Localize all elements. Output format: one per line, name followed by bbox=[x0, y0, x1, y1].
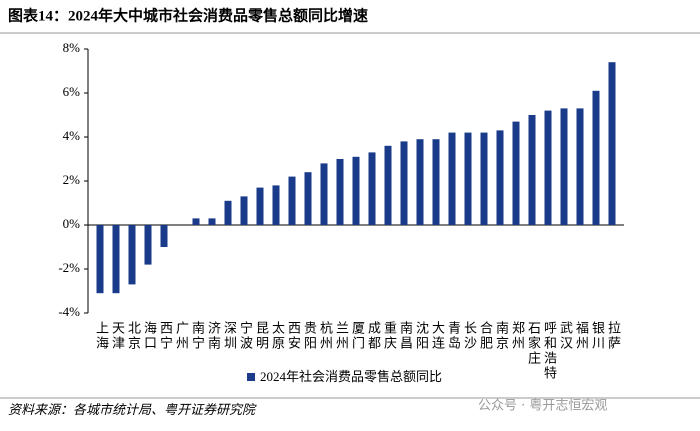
y-tick-label: -2% bbox=[58, 260, 80, 275]
bar bbox=[288, 176, 296, 225]
bar bbox=[304, 172, 312, 225]
y-tick-label: 4% bbox=[63, 128, 81, 143]
bar bbox=[272, 185, 280, 225]
x-tick-label: 昆明 bbox=[254, 321, 269, 351]
x-tick-label: 深圳 bbox=[222, 321, 237, 351]
bar bbox=[160, 225, 168, 247]
bar bbox=[560, 108, 568, 225]
x-tick-label: 石家庄 bbox=[526, 321, 541, 366]
chart-title: 图表14：2024年大中城市社会消费品零售总额同比增速 bbox=[8, 6, 368, 24]
bar bbox=[528, 115, 536, 225]
x-tick-label: 杭州 bbox=[318, 321, 333, 351]
x-tick-label: 西安 bbox=[286, 321, 301, 351]
bar bbox=[400, 141, 408, 225]
bar bbox=[464, 132, 472, 225]
bar bbox=[592, 90, 600, 225]
bar bbox=[240, 196, 248, 225]
bar bbox=[512, 121, 520, 225]
bar bbox=[144, 225, 152, 265]
bar bbox=[448, 132, 456, 225]
x-tick-label: 上海 bbox=[94, 321, 109, 351]
watermark: 公众号 · 粤开志恒宏观 bbox=[478, 398, 607, 414]
x-tick-label: 天津 bbox=[110, 321, 125, 351]
x-tick-label: 海口 bbox=[142, 321, 157, 351]
bar bbox=[192, 218, 200, 225]
x-tick-label: 北京 bbox=[126, 321, 141, 351]
x-tick-label: 厦门 bbox=[350, 321, 365, 351]
bar bbox=[208, 218, 216, 225]
x-tick-label: 大连 bbox=[430, 321, 445, 351]
bar bbox=[496, 130, 504, 225]
x-tick-label: 太原 bbox=[270, 321, 285, 351]
x-tick-label: 广州 bbox=[174, 321, 189, 351]
legend-swatch bbox=[247, 373, 255, 381]
bar bbox=[608, 62, 616, 226]
x-tick-label: 郑州 bbox=[510, 321, 525, 351]
bar bbox=[256, 187, 264, 225]
x-tick-label: 银川 bbox=[590, 321, 605, 351]
x-tick-label: 青岛 bbox=[446, 321, 461, 351]
bar bbox=[128, 225, 136, 285]
y-tick-label: -4% bbox=[58, 304, 80, 319]
source: 资料来源：各城市统计局、粤开证券研究院 bbox=[8, 402, 257, 417]
x-tick-label: 宁波 bbox=[238, 320, 253, 351]
x-tick-label: 成都 bbox=[366, 321, 381, 351]
bar bbox=[224, 200, 232, 225]
x-tick-label: 长沙 bbox=[462, 321, 477, 351]
bar bbox=[544, 110, 552, 225]
x-tick-label: 拉萨 bbox=[606, 321, 621, 351]
x-tick-label: 兰州 bbox=[334, 321, 349, 351]
x-tick-label: 南昌 bbox=[398, 320, 413, 351]
x-tick-label: 合肥 bbox=[478, 321, 493, 351]
x-tick-label: 西宁 bbox=[158, 321, 173, 351]
bar bbox=[368, 152, 376, 225]
bar bbox=[336, 159, 344, 225]
y-tick-label: 2% bbox=[63, 172, 81, 187]
bar bbox=[432, 139, 440, 225]
x-tick-label: 贵阳 bbox=[302, 321, 317, 351]
bar bbox=[384, 145, 392, 225]
y-tick-label: 0% bbox=[63, 216, 81, 231]
x-tick-label: 重庆 bbox=[382, 320, 397, 351]
bar bbox=[416, 139, 424, 225]
bar bbox=[352, 156, 360, 225]
x-tick-label: 济南 bbox=[206, 321, 221, 351]
x-tick-label: 武汉 bbox=[558, 321, 573, 351]
x-tick-label: 沈阳 bbox=[414, 321, 429, 351]
x-tick-label: 福州 bbox=[574, 321, 589, 351]
x-tick-label: 呼和浩特 bbox=[542, 321, 557, 381]
y-tick-label: 6% bbox=[63, 84, 81, 99]
y-tick-label: 8% bbox=[63, 40, 81, 55]
bar bbox=[320, 163, 328, 225]
x-tick-label: 南宁 bbox=[190, 320, 205, 351]
x-tick-label: 南京 bbox=[494, 320, 509, 351]
bar bbox=[96, 225, 104, 294]
legend-label: 2024年社会消费品零售总额同比 bbox=[260, 369, 442, 384]
bar bbox=[576, 108, 584, 225]
bar bbox=[112, 225, 120, 294]
bar bbox=[480, 132, 488, 225]
